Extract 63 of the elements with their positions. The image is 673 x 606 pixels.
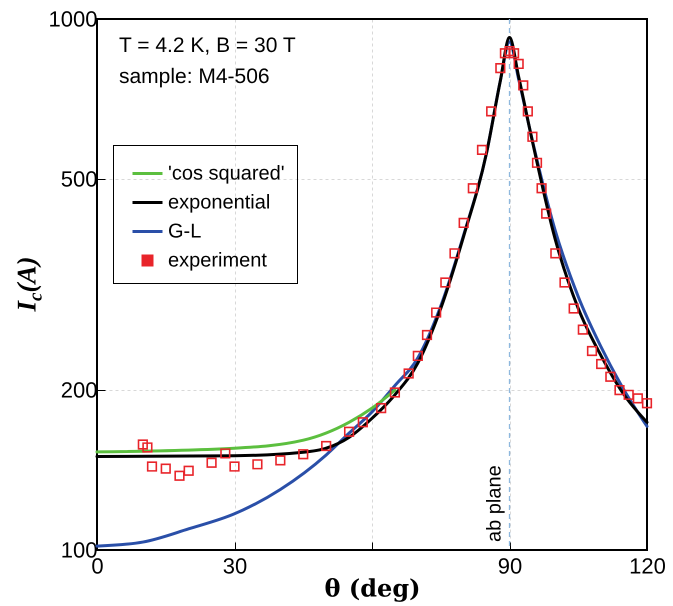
legend-label: 'cos squared'	[168, 162, 285, 184]
point	[376, 403, 386, 414]
point	[541, 208, 552, 219]
point	[390, 387, 400, 398]
point	[449, 248, 460, 258]
point	[298, 449, 308, 460]
point	[220, 448, 230, 459]
point	[275, 455, 286, 466]
point	[514, 58, 524, 70]
legend-label: exponential	[168, 192, 270, 214]
annotation: T = 4.2 K, B = 30 T	[119, 34, 296, 57]
point	[458, 218, 469, 228]
x-axis-title: θ (deg)	[324, 574, 420, 602]
point	[642, 398, 652, 408]
point	[522, 106, 533, 116]
point	[508, 48, 520, 58]
point	[518, 80, 528, 90]
x-tick-label: 30	[222, 554, 248, 578]
point	[440, 277, 450, 288]
annotation: sample: M4-506	[119, 65, 270, 88]
point	[527, 132, 538, 142]
point	[632, 393, 643, 404]
point	[468, 183, 478, 194]
point	[321, 440, 332, 452]
point	[146, 461, 158, 472]
point	[174, 470, 185, 481]
point	[358, 417, 368, 428]
point	[229, 461, 240, 472]
y-tick-label: 200	[60, 378, 98, 403]
point	[559, 277, 570, 288]
point	[206, 458, 217, 468]
point	[614, 385, 625, 396]
point	[486, 106, 496, 116]
point	[404, 368, 414, 379]
legend-label: experiment	[168, 250, 268, 272]
point	[412, 350, 423, 362]
point	[586, 346, 598, 356]
point	[596, 358, 606, 370]
point	[536, 183, 547, 194]
point	[504, 46, 515, 56]
point	[422, 330, 432, 340]
legend-label: G-L	[168, 220, 202, 242]
x-tick-label: 120	[629, 554, 666, 578]
point	[578, 324, 588, 335]
point	[138, 439, 148, 450]
point	[476, 144, 488, 155]
point	[605, 372, 616, 382]
point	[500, 48, 510, 58]
point	[624, 390, 634, 400]
point	[252, 459, 263, 470]
y-tick-label: 1000	[48, 6, 98, 32]
point	[532, 158, 542, 168]
x-tick-label: 90	[498, 554, 522, 578]
point	[184, 466, 194, 476]
point	[160, 464, 171, 474]
point	[431, 307, 442, 318]
y-tick-label: 500	[60, 166, 98, 192]
point	[568, 303, 579, 314]
ref-line-label: ab plane	[484, 465, 506, 542]
point	[142, 442, 153, 453]
point	[550, 248, 560, 258]
point	[495, 63, 506, 74]
point	[344, 426, 354, 437]
